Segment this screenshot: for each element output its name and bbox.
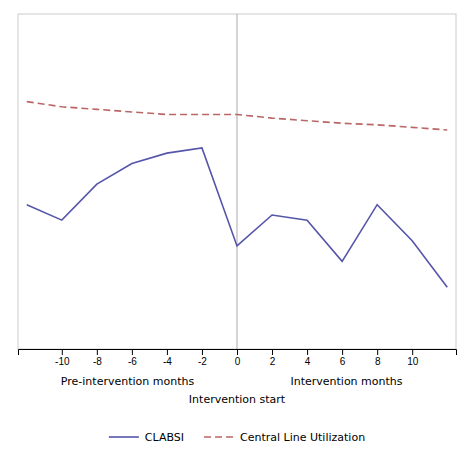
legend-label: CLABSI <box>145 431 184 444</box>
x-tick-mark <box>412 349 413 355</box>
x-tick-label: 0 <box>235 356 241 367</box>
annotations: Pre-intervention months Intervention star… <box>61 375 403 406</box>
plot: -10 -8 -6 -4 -2 0 2 4 6 8 10 <box>18 14 457 367</box>
legend-swatch <box>109 436 139 438</box>
legend-item: Central Line Utilization <box>204 431 365 444</box>
x-tick-label: 6 <box>340 356 346 367</box>
x-tick: 2 <box>270 349 276 367</box>
x-tick-label: 10 <box>407 356 419 367</box>
x-tick-mark <box>132 349 133 355</box>
x-tick: -8 <box>93 349 102 367</box>
x-tick: -2 <box>198 349 207 367</box>
x-tick-label: -2 <box>198 356 207 367</box>
x-tick-mark <box>62 349 63 355</box>
chart: -10 -8 -6 -4 -2 0 2 4 6 8 10 Pre-intervention month… <box>0 0 474 474</box>
x-tick-label: 4 <box>305 356 311 367</box>
x-tick-label: -10 <box>55 356 70 367</box>
series-line <box>27 102 447 130</box>
x-tick: 0 <box>235 349 241 367</box>
legend: CLABSI Central Line Utilization <box>109 431 365 444</box>
x-tick: -10 <box>55 349 70 367</box>
annotation: Pre-intervention months <box>61 375 195 388</box>
legend-item: CLABSI <box>109 431 184 444</box>
x-tick-mark <box>167 349 168 355</box>
x-tick-mark <box>237 349 238 355</box>
x-tick: 10 <box>407 349 419 367</box>
reference-line <box>237 14 238 349</box>
marks <box>27 14 447 349</box>
x-tick-label: 2 <box>270 356 276 367</box>
x-tick: 6 <box>340 349 346 367</box>
series-line <box>27 148 447 287</box>
x-axis-line <box>19 350 457 356</box>
legend-label: Central Line Utilization <box>240 431 365 444</box>
x-tick-label: -6 <box>128 356 137 367</box>
x-tick-mark <box>307 349 308 355</box>
x-tick-label: 8 <box>375 356 381 367</box>
x-tick-mark <box>342 349 343 355</box>
annotation: Intervention start <box>189 393 286 406</box>
x-tick: -4 <box>163 349 172 367</box>
x-tick: 8 <box>375 349 381 367</box>
x-tick-mark <box>377 349 378 355</box>
x-tick-label: -4 <box>163 356 172 367</box>
x-tick: -6 <box>128 349 137 367</box>
annotation: Intervention months <box>290 375 402 388</box>
x-axis: -10 -8 -6 -4 -2 0 2 4 6 8 10 <box>19 349 457 367</box>
x-tick-mark <box>202 349 203 355</box>
legend-swatch <box>204 436 234 438</box>
x-tick-mark <box>97 349 98 355</box>
x-tick-mark <box>272 349 273 355</box>
x-tick-label: -8 <box>93 356 102 367</box>
plot-frame <box>18 14 456 349</box>
x-tick: 4 <box>305 349 311 367</box>
